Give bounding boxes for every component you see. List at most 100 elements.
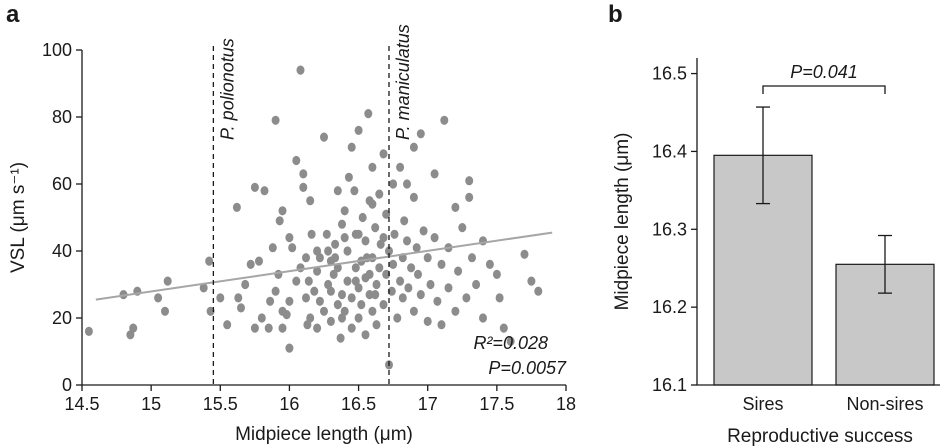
scatter-point	[326, 286, 335, 296]
scatter-point	[404, 283, 413, 293]
bar-marks	[713, 106, 935, 386]
x-tick-label: 16.5	[341, 394, 376, 414]
scatter-point	[333, 186, 342, 196]
significance-bracket-line	[762, 85, 886, 94]
scatter-point	[344, 172, 353, 182]
scatter-point	[506, 336, 515, 346]
scatter-plot: P. polionotus P. maniculatus 0 20 40 60 80 100…	[8, 24, 576, 445]
scatter-point	[338, 313, 346, 323]
scatter-point	[389, 259, 398, 269]
panel-b-label: b	[608, 1, 623, 28]
scatter-point	[444, 283, 453, 293]
scatter-point	[285, 343, 294, 353]
scatter-point	[306, 313, 315, 323]
scatter-point	[320, 306, 328, 316]
scatter-point	[343, 246, 352, 256]
significance-bracket: P=0.041	[762, 62, 886, 94]
scatter-point	[371, 290, 380, 300]
scatter-point	[347, 323, 356, 333]
scatter-point	[315, 296, 324, 306]
scatter-point	[368, 162, 377, 172]
scatter-point	[260, 186, 269, 196]
scatter-point	[358, 212, 367, 223]
scatter-point	[154, 293, 163, 303]
scatter-point	[379, 149, 388, 159]
scatter-point	[409, 306, 418, 316]
scatter-point	[403, 179, 411, 189]
scatter-point	[206, 306, 215, 316]
category-label: Sires	[742, 394, 783, 414]
scatter-point	[468, 253, 476, 263]
bar-y-tick-label: 16.4	[652, 141, 687, 161]
scatter-point	[306, 196, 315, 206]
x-tick-label: 17.5	[479, 394, 514, 414]
bar-y-tick-label: 16.3	[652, 219, 687, 239]
scatter-point	[351, 276, 360, 286]
scatter-point	[333, 263, 342, 273]
scatter-point	[361, 330, 370, 340]
scatter-point	[336, 333, 345, 343]
scatter-point	[216, 293, 225, 303]
bar-y-tick-label: 16.1	[652, 375, 687, 395]
scatter-point	[372, 279, 381, 290]
scatter-point	[292, 276, 301, 286]
bar-y-tick-label: 16.2	[652, 297, 687, 317]
scatter-point	[371, 223, 380, 233]
r-squared-label: R²=0.028	[473, 333, 548, 353]
scatter-point	[430, 233, 439, 243]
scatter-point	[271, 286, 280, 296]
scatter-point	[315, 253, 324, 263]
scatter-point	[423, 253, 432, 263]
scatter-point	[266, 296, 275, 306]
scatter-point	[520, 249, 529, 259]
y-tick-label: 60	[52, 174, 72, 194]
scatter-point	[163, 276, 172, 286]
scatter-point	[313, 323, 322, 333]
scatter-point	[368, 306, 377, 316]
scatter-point	[278, 206, 287, 216]
scatter-point	[485, 259, 494, 269]
scatter-point	[307, 229, 316, 239]
x-tick-label: 15	[141, 394, 161, 414]
scatter-point	[403, 236, 411, 246]
scatter-point	[234, 293, 243, 303]
significance-label: P=0.041	[790, 62, 858, 82]
scatter-point	[375, 263, 384, 273]
scatter-point	[416, 290, 425, 300]
scatter-point	[437, 259, 446, 269]
scatter-point	[433, 296, 442, 306]
scatter-point	[393, 313, 402, 323]
y-tick-label: 20	[52, 308, 72, 328]
scatter-point	[465, 176, 474, 186]
scatter-point	[379, 300, 388, 310]
bar-chart: 16.1 16.2 16.3 16.4 16.5 Sires Non-sires P=0.0…	[612, 58, 940, 447]
scatter-point	[347, 142, 356, 152]
scatter-point	[379, 233, 388, 243]
scatter-point	[296, 65, 305, 75]
scatter-point	[313, 266, 322, 276]
reference-line-label: P. maniculatus	[393, 24, 413, 140]
scatter-point	[430, 169, 439, 179]
scatter-point	[237, 303, 245, 313]
scatter-point	[398, 293, 407, 303]
scatter-point	[326, 316, 335, 326]
x-tick-label: 18	[556, 394, 576, 414]
scatter-point	[282, 310, 291, 320]
scatter-point	[354, 229, 363, 239]
scatter-point	[310, 286, 319, 296]
scatter-point	[368, 199, 377, 209]
scatter-point	[324, 246, 333, 256]
scatter-point	[437, 320, 446, 330]
scatter-point	[288, 243, 297, 253]
reference-lines: P. polionotus P. maniculatus	[212, 24, 413, 385]
scatter-point	[329, 269, 338, 279]
scatter-point	[365, 269, 374, 279]
scatter-point	[409, 142, 418, 152]
scatter-point	[499, 323, 508, 333]
scatter-point	[407, 263, 416, 273]
scatter-point	[423, 316, 432, 326]
scatter-point	[347, 293, 356, 303]
scatter-point	[129, 323, 138, 333]
scatter-point	[84, 326, 93, 336]
scatter-point	[400, 216, 409, 226]
